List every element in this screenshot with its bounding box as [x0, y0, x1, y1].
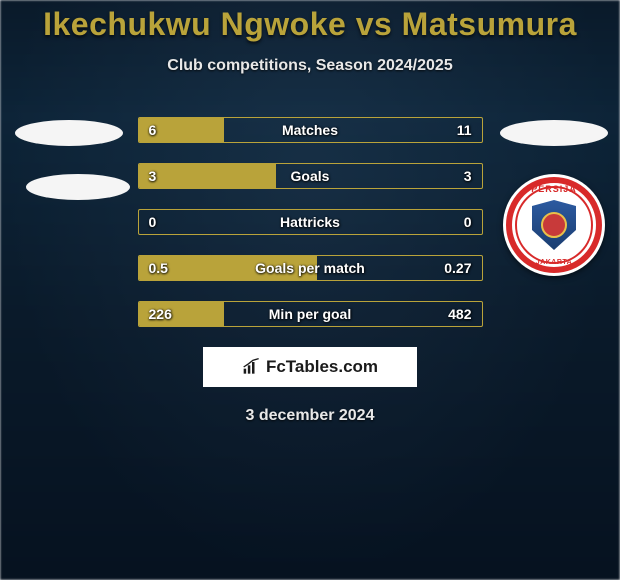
- stat-row: 0 Hattricks 0: [138, 209, 483, 235]
- competition-subtitle: Club competitions, Season 2024/2025: [0, 57, 620, 75]
- comparison-title: Ikechukwu Ngwoke vs Matsumura: [0, 6, 620, 43]
- stat-label: Goals: [291, 168, 330, 184]
- stat-row: 0.5 Goals per match 0.27: [138, 255, 483, 281]
- stat-row: 226 Min per goal 482: [138, 301, 483, 327]
- stat-value-right: 11: [457, 122, 472, 138]
- stat-label: Matches: [282, 122, 338, 138]
- stat-fill-left: [139, 164, 276, 188]
- stat-value-right: 0.27: [444, 260, 471, 276]
- player-photo-placeholder: [500, 120, 608, 146]
- stat-value-left: 0: [149, 214, 157, 230]
- crest-club-sub: JAKARTA: [536, 259, 572, 266]
- stat-value-left: 0.5: [149, 260, 168, 276]
- stat-label: Hattricks: [280, 214, 340, 230]
- stat-row: 6 Matches 11: [138, 117, 483, 143]
- stats-comparison-chart: 6 Matches 11 3 Goals 3 0 Hattricks 0 0.5…: [138, 117, 483, 327]
- stat-value-left: 3: [149, 168, 157, 184]
- stat-value-right: 0: [464, 214, 472, 230]
- date-label: 3 december 2024: [0, 407, 620, 425]
- player-photo-placeholder: [15, 120, 123, 146]
- stat-label: Goals per match: [255, 260, 365, 276]
- club-crest-persija: PERSIJA JAKARTA: [503, 174, 605, 276]
- stat-value-left: 226: [149, 306, 172, 322]
- stat-value-left: 6: [149, 122, 157, 138]
- stat-row: 3 Goals 3: [138, 163, 483, 189]
- left-player-badges: [8, 120, 130, 200]
- stat-label: Min per goal: [269, 306, 351, 322]
- chart-icon: [242, 358, 262, 376]
- crest-club-name: PERSIJA: [531, 184, 577, 194]
- club-logo-placeholder: [26, 174, 130, 200]
- main-panel: Ikechukwu Ngwoke vs Matsumura Club compe…: [0, 0, 620, 580]
- brand-badge: FcTables.com: [203, 347, 417, 387]
- brand-text: FcTables.com: [266, 357, 378, 377]
- stat-value-right: 482: [448, 306, 471, 322]
- right-player-badges: PERSIJA JAKARTA: [500, 120, 608, 276]
- stat-value-right: 3: [464, 168, 472, 184]
